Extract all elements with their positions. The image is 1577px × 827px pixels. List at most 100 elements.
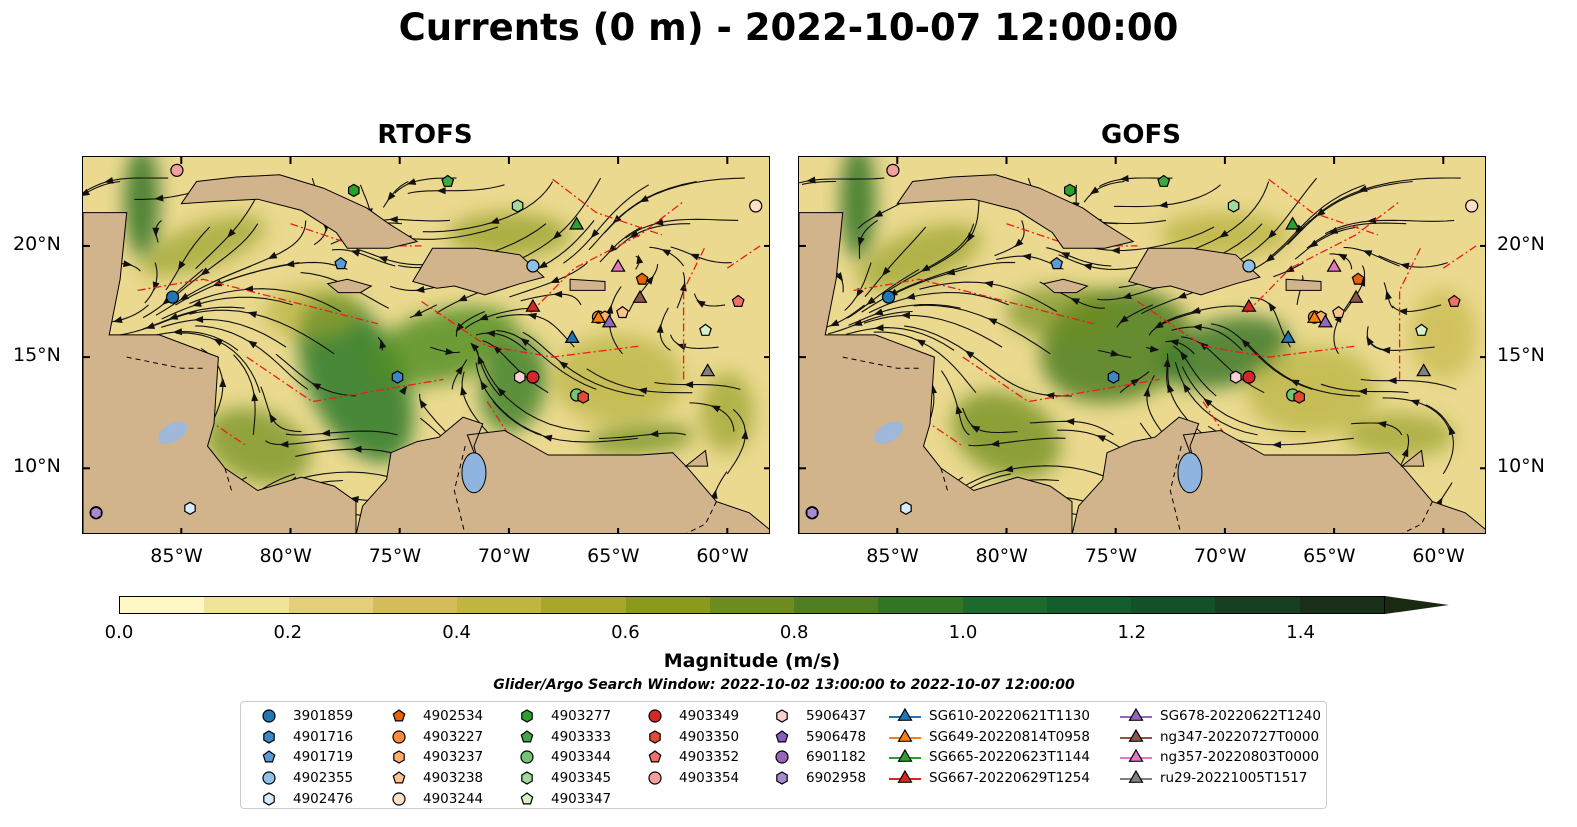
legend-item[interactable]: 4901719 — [251, 747, 353, 768]
marker-4903277[interactable] — [348, 183, 360, 198]
marker-4903333[interactable] — [1157, 174, 1171, 187]
marker-4903347[interactable] — [699, 323, 712, 336]
marker-4903333[interactable] — [441, 174, 455, 187]
marker-ng357-20220803T0000[interactable] — [1326, 258, 1342, 272]
marker-4903238[interactable] — [1332, 305, 1345, 319]
hexagon-marker-icon — [509, 768, 545, 788]
legend-label: ru29-20221005T1517 — [1160, 770, 1308, 787]
marker-4903277[interactable] — [1064, 183, 1076, 198]
legend-item[interactable]: SG678-20220622T1240 — [1118, 706, 1321, 727]
marker-ng347-20220727T0000[interactable] — [1348, 289, 1364, 303]
marker-4903238[interactable] — [616, 305, 629, 319]
legend-item[interactable]: 4902355 — [251, 768, 353, 789]
marker-4903345[interactable] — [1227, 199, 1240, 213]
legend-item[interactable]: 6901182 — [764, 747, 866, 768]
land-hispaniola — [412, 247, 545, 296]
marker-4903354[interactable] — [170, 163, 184, 177]
marker-SG610-20220621T1130[interactable] — [1280, 329, 1296, 343]
marker-SG665-20220623T1144[interactable] — [569, 216, 585, 230]
marker-ng347-20220727T0000[interactable] — [632, 289, 648, 303]
marker-4902355[interactable] — [1242, 259, 1256, 273]
marker-4903345[interactable] — [511, 199, 524, 213]
marker-3901859[interactable] — [881, 290, 896, 304]
marker-4902534[interactable] — [635, 272, 649, 285]
marker-ru29-20221005T1517[interactable] — [1416, 363, 1432, 377]
legend-item[interactable]: 4903350 — [637, 727, 739, 748]
marker-4903350[interactable] — [1293, 390, 1305, 404]
marker-4901716[interactable] — [391, 370, 404, 384]
legend-item[interactable]: SG649-20220814T0958 — [887, 727, 1090, 748]
legend-item[interactable]: 4902476 — [251, 788, 353, 809]
legend-column: SG678-20220622T1240 ng347-20220727T0000 ng… — [1118, 706, 1321, 788]
legend-item[interactable]: ng347-20220727T0000 — [1118, 727, 1321, 748]
x-tick-label: 75°W — [1084, 545, 1138, 567]
legend-label: 4903277 — [551, 708, 612, 725]
legend-item[interactable]: 4901716 — [251, 727, 353, 748]
legend-item[interactable]: 4903244 — [381, 788, 483, 809]
legend-item[interactable]: 3901859 — [251, 706, 353, 727]
marker-4902476[interactable] — [184, 501, 196, 515]
marker-4903354[interactable] — [886, 163, 900, 177]
marker-SG665-20220623T1144[interactable] — [1285, 216, 1301, 230]
legend-column: 4903277 4903333 4903344 4903345 4903347 — [509, 706, 611, 809]
marker-ng357-20220803T0000[interactable] — [610, 258, 626, 272]
marker-SG610-20220621T1130[interactable] — [564, 329, 580, 343]
legend-item[interactable]: 4902534 — [381, 706, 483, 727]
marker-6902958[interactable] — [90, 506, 102, 520]
land-south-america — [355, 416, 769, 533]
marker-SG678-20220622T1240[interactable] — [601, 314, 617, 328]
legend-label: 5906478 — [806, 728, 867, 745]
legend-item[interactable]: 4903354 — [637, 768, 739, 789]
marker-SG678-20220622T1240[interactable] — [1317, 314, 1333, 328]
marker-4902476[interactable] — [900, 501, 912, 515]
legend-label: SG667-20220629T1254 — [929, 770, 1090, 787]
marker-4903244[interactable] — [749, 199, 763, 213]
marker-4903352[interactable] — [731, 294, 745, 307]
marker-4903349[interactable] — [526, 370, 540, 384]
marker-4903350[interactable] — [577, 390, 589, 404]
marker-6902958[interactable] — [806, 506, 818, 520]
legend-item[interactable]: 5906437 — [764, 706, 866, 727]
colorbar-segment — [625, 597, 710, 613]
marker-4901716[interactable] — [1107, 370, 1120, 384]
legend-item[interactable]: 4903347 — [509, 788, 611, 809]
legend-item[interactable]: SG665-20220623T1144 — [887, 747, 1090, 768]
legend-item[interactable]: 4903344 — [509, 747, 611, 768]
legend-item[interactable]: 4903349 — [637, 706, 739, 727]
marker-3901859[interactable] — [165, 290, 180, 304]
marker-5906437[interactable] — [1230, 370, 1242, 384]
marker-4901719[interactable] — [334, 256, 348, 270]
legend-item[interactable]: SG610-20220621T1130 — [887, 706, 1090, 727]
circle-marker-icon — [764, 747, 800, 767]
marker-4902355[interactable] — [526, 259, 540, 273]
legend-item[interactable]: 4903352 — [637, 747, 739, 768]
marker-5906437[interactable] — [514, 370, 526, 384]
marker-4901719[interactable] — [1050, 256, 1064, 270]
marker-SG649-20220814T0958[interactable] — [1306, 309, 1322, 323]
marker-4903347[interactable] — [1415, 323, 1428, 336]
marker-SG649-20220814T0958[interactable] — [590, 309, 606, 323]
marker-4903349[interactable] — [1242, 370, 1256, 384]
legend-item[interactable]: ng357-20220803T0000 — [1118, 747, 1321, 768]
triangle-marker-icon — [1118, 768, 1154, 788]
legend-item[interactable]: SG667-20220629T1254 — [887, 768, 1090, 789]
legend-label: ng357-20220803T0000 — [1160, 749, 1320, 766]
marker-4902534[interactable] — [1351, 272, 1365, 285]
land-puerto-rico — [569, 278, 606, 291]
hexagon-marker-icon — [509, 706, 545, 726]
legend-item[interactable]: ru29-20221005T1517 — [1118, 768, 1321, 789]
marker-4903352[interactable] — [1447, 294, 1461, 307]
legend-item[interactable]: 5906478 — [764, 727, 866, 748]
marker-4903244[interactable] — [1465, 199, 1479, 213]
marker-ru29-20221005T1517[interactable] — [700, 363, 716, 377]
legend-item[interactable]: 4903237 — [381, 747, 483, 768]
marker-SG667-20220629T1254[interactable] — [1241, 298, 1257, 312]
pentagon-marker-icon — [381, 706, 417, 726]
legend-item[interactable]: 4903238 — [381, 768, 483, 789]
legend-item[interactable]: 4903345 — [509, 768, 611, 789]
legend-item[interactable]: 6902958 — [764, 768, 866, 789]
legend-item[interactable]: 4903333 — [509, 727, 611, 748]
legend-item[interactable]: 4903277 — [509, 706, 611, 727]
legend-item[interactable]: 4903227 — [381, 727, 483, 748]
marker-SG667-20220629T1254[interactable] — [525, 298, 541, 312]
